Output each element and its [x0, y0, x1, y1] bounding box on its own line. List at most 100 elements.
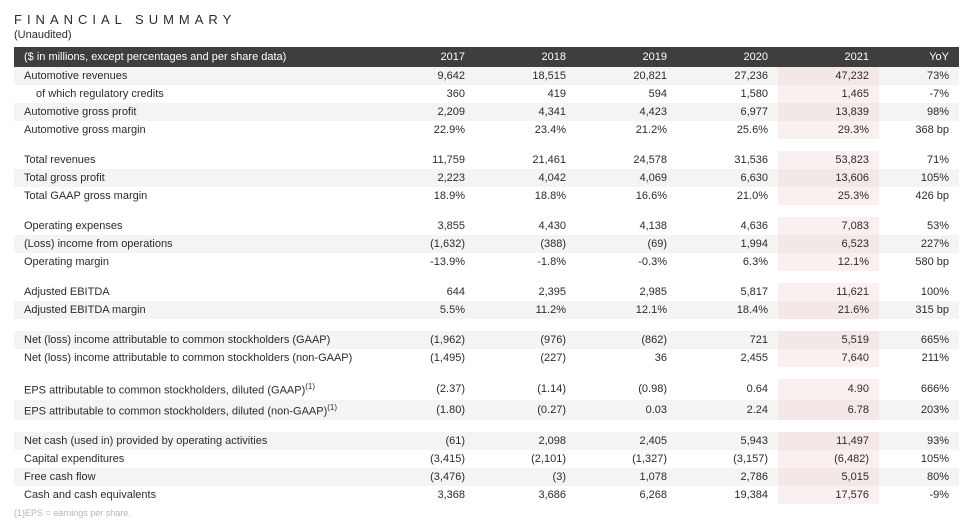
cell-value: (3,157) — [677, 450, 778, 468]
cell-value: 21.0% — [677, 187, 778, 205]
cell-value: 2,098 — [475, 432, 576, 450]
cell-value: 419 — [475, 85, 576, 103]
table-row: Total gross profit2,2234,0424,0696,63013… — [14, 169, 959, 187]
cell-value: 24,578 — [576, 151, 677, 169]
cell-value: (1,962) — [374, 331, 475, 349]
cell-value: 2,405 — [576, 432, 677, 450]
cell-value: 13,606 — [778, 169, 879, 187]
cell-value: 53% — [879, 217, 959, 235]
row-label: EPS attributable to common stockholders,… — [14, 379, 374, 400]
cell-value: 3,368 — [374, 486, 475, 504]
row-label: Net (loss) income attributable to common… — [14, 349, 374, 367]
cell-value: 6,268 — [576, 486, 677, 504]
cell-value: 36 — [576, 349, 677, 367]
column-header: 2017 — [374, 47, 475, 67]
cell-value: (976) — [475, 331, 576, 349]
cell-value: 644 — [374, 283, 475, 301]
cell-value: (1,495) — [374, 349, 475, 367]
cell-value: 1,465 — [778, 85, 879, 103]
table-row: Adjusted EBITDA margin5.5%11.2%12.1%18.4… — [14, 301, 959, 319]
spacer-row — [14, 319, 959, 331]
cell-value: 4,423 — [576, 103, 677, 121]
spacer-row — [14, 367, 959, 379]
cell-value: (0.98) — [576, 379, 677, 400]
cell-value: 19,384 — [677, 486, 778, 504]
cell-value: 5,519 — [778, 331, 879, 349]
cell-value: 11.2% — [475, 301, 576, 319]
row-label: Automotive gross margin — [14, 121, 374, 139]
row-label: Adjusted EBITDA margin — [14, 301, 374, 319]
cell-value: 2,209 — [374, 103, 475, 121]
row-label: Free cash flow — [14, 468, 374, 486]
cell-value: 100% — [879, 283, 959, 301]
cell-value: 29.3% — [778, 121, 879, 139]
column-header: 2019 — [576, 47, 677, 67]
cell-value: 6,630 — [677, 169, 778, 187]
cell-value: 18.8% — [475, 187, 576, 205]
cell-value: 11,497 — [778, 432, 879, 450]
row-label: Adjusted EBITDA — [14, 283, 374, 301]
cell-value: 105% — [879, 169, 959, 187]
table-row: Operating margin-13.9%-1.8%-0.3%6.3%12.1… — [14, 253, 959, 271]
table-row: Operating expenses3,8554,4304,1384,6367,… — [14, 217, 959, 235]
cell-value: 7,083 — [778, 217, 879, 235]
cell-value: 6.78 — [778, 400, 879, 421]
row-label: Cash and cash equivalents — [14, 486, 374, 504]
cell-value: 11,621 — [778, 283, 879, 301]
cell-value: 53,823 — [778, 151, 879, 169]
cell-value: 0.64 — [677, 379, 778, 400]
cell-value: (2.37) — [374, 379, 475, 400]
table-row: Adjusted EBITDA6442,3952,9855,81711,6211… — [14, 283, 959, 301]
cell-value: 98% — [879, 103, 959, 121]
cell-value: 18,515 — [475, 67, 576, 85]
cell-value: 0.03 — [576, 400, 677, 421]
cell-value: 4,341 — [475, 103, 576, 121]
cell-value: -13.9% — [374, 253, 475, 271]
cell-value: 18.4% — [677, 301, 778, 319]
table-row: EPS attributable to common stockholders,… — [14, 379, 959, 400]
cell-value: -7% — [879, 85, 959, 103]
cell-value: 4,138 — [576, 217, 677, 235]
cell-value: 21.6% — [778, 301, 879, 319]
cell-value: 203% — [879, 400, 959, 421]
cell-value: 27,236 — [677, 67, 778, 85]
cell-value: 5,015 — [778, 468, 879, 486]
table-row: Total GAAP gross margin18.9%18.8%16.6%21… — [14, 187, 959, 205]
cell-value: 368 bp — [879, 121, 959, 139]
table-row: Automotive revenues9,64218,51520,82127,2… — [14, 67, 959, 85]
cell-value: (388) — [475, 235, 576, 253]
cell-value: 360 — [374, 85, 475, 103]
cell-value: (3,476) — [374, 468, 475, 486]
table-body: Automotive revenues9,64218,51520,82127,2… — [14, 67, 959, 504]
table-row: Net (loss) income attributable to common… — [14, 331, 959, 349]
cell-value: 6,523 — [778, 235, 879, 253]
column-header: YoY — [879, 47, 959, 67]
spacer-row — [14, 205, 959, 217]
table-row: Automotive gross margin22.9%23.4%21.2%25… — [14, 121, 959, 139]
cell-value: (6,482) — [778, 450, 879, 468]
cell-value: 5,943 — [677, 432, 778, 450]
cell-value: 1,580 — [677, 85, 778, 103]
cell-value: 4,042 — [475, 169, 576, 187]
spacer-row — [14, 139, 959, 151]
cell-value: 5.5% — [374, 301, 475, 319]
cell-value: 4.90 — [778, 379, 879, 400]
row-label: of which regulatory credits — [14, 85, 374, 103]
cell-value: 16.6% — [576, 187, 677, 205]
column-header: 2021 — [778, 47, 879, 67]
cell-value: 4,636 — [677, 217, 778, 235]
cell-value: -0.3% — [576, 253, 677, 271]
table-row: Cash and cash equivalents3,3683,6866,268… — [14, 486, 959, 504]
cell-value: (3) — [475, 468, 576, 486]
cell-value: (862) — [576, 331, 677, 349]
cell-value: 2,395 — [475, 283, 576, 301]
table-row: (Loss) income from operations(1,632)(388… — [14, 235, 959, 253]
page-title: FINANCIAL SUMMARY — [14, 12, 959, 27]
cell-value: 20,821 — [576, 67, 677, 85]
cell-value: 665% — [879, 331, 959, 349]
cell-value: 2,985 — [576, 283, 677, 301]
row-label: EPS attributable to common stockholders,… — [14, 400, 374, 421]
cell-value: 2,223 — [374, 169, 475, 187]
cell-value: 2.24 — [677, 400, 778, 421]
cell-value: 21.2% — [576, 121, 677, 139]
